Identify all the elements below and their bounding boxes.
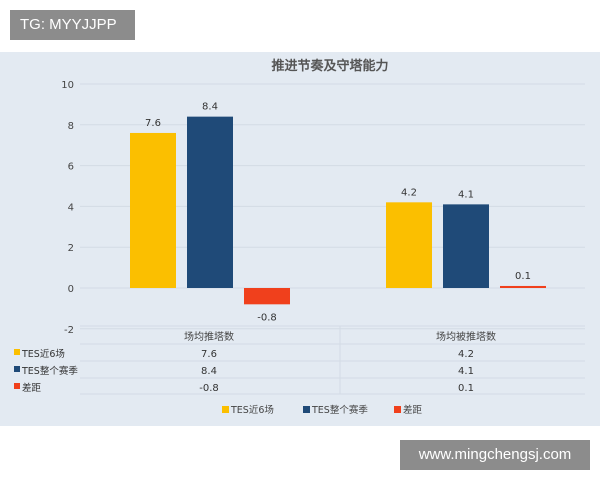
bar xyxy=(187,116,233,288)
data-label: 0.1 xyxy=(515,271,531,282)
y-tick-label: -2 xyxy=(64,325,74,336)
bar xyxy=(244,288,290,305)
table-cell: 4.2 xyxy=(458,349,474,360)
watermark-label-bottom: www.mingchengsj.com xyxy=(400,440,590,470)
table-cell: 7.6 xyxy=(201,349,217,360)
table-cell: 0.1 xyxy=(458,383,474,394)
legend-label: 差距 xyxy=(403,404,423,416)
bar xyxy=(386,202,432,288)
table-series-label: TES近6场 xyxy=(21,348,65,360)
data-label: 7.6 xyxy=(145,118,161,129)
bar xyxy=(500,285,546,288)
y-tick-label: 4 xyxy=(68,202,74,213)
table-cell: -0.8 xyxy=(199,383,219,394)
table-cell: 8.4 xyxy=(201,366,217,377)
legend-label: TES近6场 xyxy=(230,404,274,416)
bar xyxy=(443,204,489,288)
legend-key xyxy=(14,383,20,389)
category-label: 场均推塔数 xyxy=(184,330,234,343)
legend-key xyxy=(14,349,20,355)
category-label: 场均被推塔数 xyxy=(436,330,496,343)
table-series-label: TES整个赛季 xyxy=(21,365,78,377)
y-tick-label: 8 xyxy=(68,121,74,132)
legend-label: TES整个赛季 xyxy=(311,404,368,416)
y-tick-label: 6 xyxy=(68,162,74,173)
y-tick-label: 2 xyxy=(68,243,74,254)
y-tick-label: 0 xyxy=(68,284,74,295)
chart-svg: 推进节奏及守塔能力 -2 0 2 4 6 8 10 7.6 4.2 8.4 4.1 -0.8 0.1 场均… xyxy=(14,58,585,416)
legend-swatch xyxy=(222,406,229,413)
data-label: 4.2 xyxy=(401,187,417,198)
legend-key xyxy=(14,366,20,372)
watermark-label-top: TG: MYYJJPP xyxy=(10,10,135,40)
data-label: -0.8 xyxy=(257,312,277,323)
data-label: 8.4 xyxy=(202,102,218,113)
legend-swatch xyxy=(394,406,401,413)
bar xyxy=(130,132,176,288)
chart: 推进节奏及守塔能力 -2 0 2 4 6 8 10 7.6 4.2 8.4 4.1 -0.8 0.1 场均… xyxy=(0,52,600,426)
data-label: 4.1 xyxy=(458,189,474,200)
legend-swatch xyxy=(303,406,310,413)
y-tick-label: 10 xyxy=(61,80,74,91)
chart-title: 推进节奏及守塔能力 xyxy=(271,58,388,74)
table-series-label: 差距 xyxy=(22,382,42,394)
table-cell: 4.1 xyxy=(458,366,474,377)
